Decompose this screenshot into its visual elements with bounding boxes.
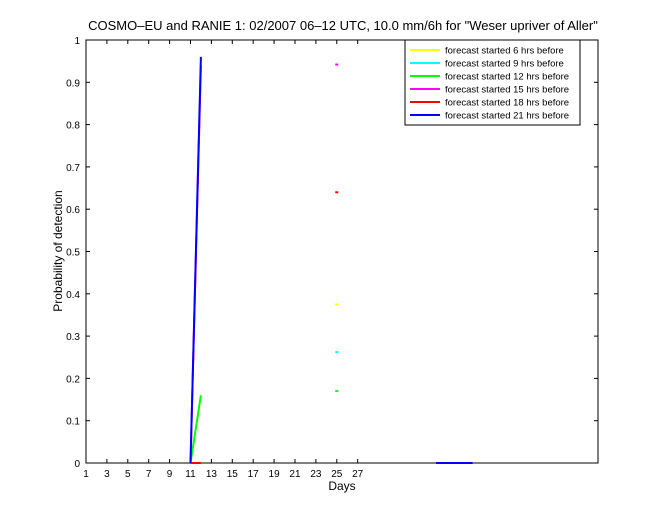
legend-label: forecast started 15 hrs before	[445, 85, 569, 96]
x-tick-label: 15	[227, 469, 239, 480]
x-tick-label: 21	[289, 469, 301, 480]
x-tick-label: 11	[185, 469, 196, 480]
y-tick-label: 0.8	[66, 121, 80, 132]
x-tick-label: 13	[206, 469, 218, 480]
x-axis-label: Days	[328, 479, 355, 493]
y-tick-label: 0.6	[66, 205, 80, 216]
series-line	[189, 56, 202, 464]
x-tick-label: 7	[146, 469, 152, 480]
x-tick-label: 17	[248, 469, 260, 480]
y-tick-label: 0.7	[66, 163, 80, 174]
x-tick-label: 25	[331, 469, 343, 480]
y-axis-label: Probability of detection	[51, 190, 65, 311]
y-tick-label: 1	[74, 36, 80, 47]
y-axis: 0 0.1 0.2 0.3 0.4 0.5 0.6 0.7 0.8 0.9 1	[66, 36, 598, 470]
x-tick-label: 9	[167, 469, 173, 480]
series-6	[189, 56, 473, 464]
y-tick-label: 0.9	[66, 78, 80, 89]
y-tick-label: 0.1	[66, 417, 80, 428]
legend-label: forecast started 18 hrs before	[445, 98, 569, 109]
legend-label: forecast started 21 hrs before	[445, 111, 569, 122]
y-tick-label: 0.2	[66, 374, 80, 385]
legend-label: forecast started 9 hrs before	[445, 59, 564, 70]
x-tick-label: 19	[269, 469, 281, 480]
legend-label: forecast started 6 hrs before	[445, 46, 564, 57]
y-tick-label: 0.5	[66, 248, 80, 259]
x-axis: 1 3 5 7 9 11 13 15 17 19 21 23 25 27	[83, 40, 364, 480]
legend-box	[404, 39, 581, 126]
series-line	[189, 395, 202, 464]
y-tick-label: 0.3	[66, 332, 80, 343]
x-tick-label: 5	[125, 469, 131, 480]
x-tick-label: 23	[310, 469, 322, 480]
series-layer	[189, 56, 473, 464]
legend-label: forecast started 12 hrs before	[445, 72, 569, 83]
x-tick-label: 3	[104, 469, 110, 480]
x-tick-label: 1	[83, 469, 89, 480]
x-tick-label: 27	[352, 469, 364, 480]
y-tick-label: 0.4	[66, 290, 80, 301]
legend: forecast started 6 hrs before forecast st…	[404, 39, 581, 126]
y-tick-label: 0	[74, 459, 80, 470]
chart-title: COSMO–EU and RANIE 1: 02/2007 06–12 UTC,…	[88, 18, 598, 33]
